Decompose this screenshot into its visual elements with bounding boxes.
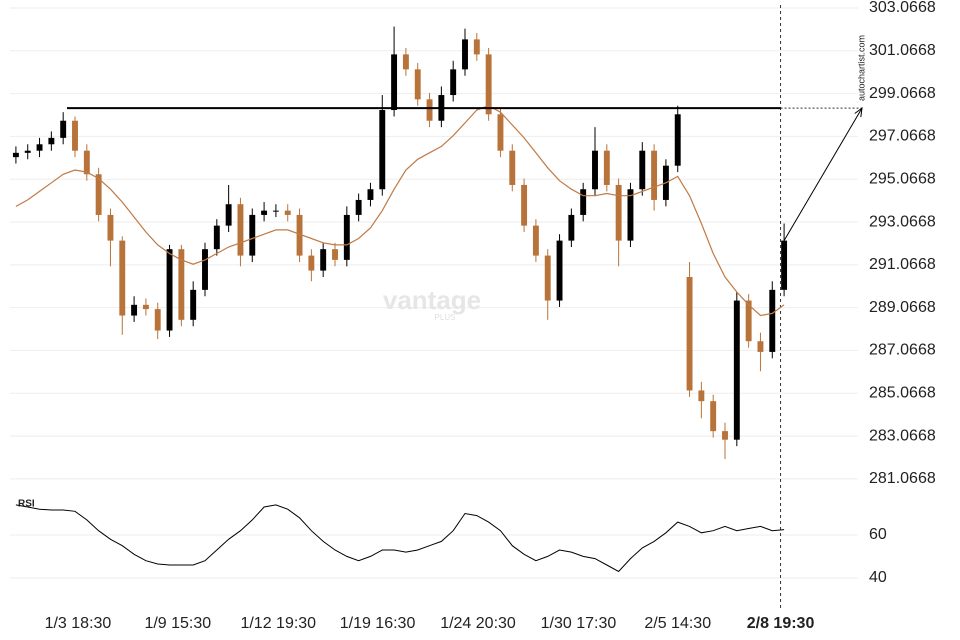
candle-body <box>154 309 161 331</box>
candle-body <box>142 304 149 310</box>
x-tick-label: 2/5 14:30 <box>644 615 711 632</box>
candle-body <box>332 249 338 260</box>
rsi-line <box>15 504 785 573</box>
candle-body <box>261 210 268 215</box>
watermark-sub: PLUS <box>435 313 456 322</box>
candle-body <box>308 255 315 271</box>
candle-body <box>568 214 575 241</box>
forecast-arrow-head <box>854 106 863 118</box>
candle-body <box>225 204 232 226</box>
candle-body <box>402 54 409 70</box>
candle-body <box>462 39 468 70</box>
y-tick-label: 291.0668 <box>869 256 936 273</box>
candle-body <box>733 300 740 440</box>
candle-body <box>296 214 303 256</box>
candle-body <box>615 184 622 241</box>
y-tick-label: 283.0668 <box>869 427 936 444</box>
y-tick-label: 301.0668 <box>869 42 936 59</box>
candle-body <box>190 289 197 320</box>
candle-body <box>544 255 551 301</box>
candle-body <box>497 114 504 151</box>
candle-body <box>757 341 764 352</box>
watermark: vantage <box>383 285 481 315</box>
moving-average <box>15 105 785 317</box>
x-tick-label: 2/8 19:30 <box>747 615 815 632</box>
candle-body <box>320 249 327 271</box>
candle-body <box>95 174 102 215</box>
candle-body <box>178 249 185 320</box>
candle-body <box>107 214 114 241</box>
candle-body <box>521 184 528 226</box>
candle-body <box>426 99 433 121</box>
x-tick-label: 1/9 15:30 <box>144 615 211 632</box>
candle-body <box>119 240 126 316</box>
source-label: autochartist.com <box>856 35 866 101</box>
candle-body <box>355 199 362 215</box>
y-tick-label: 287.0668 <box>869 342 936 359</box>
candle-body <box>391 54 398 111</box>
candle-body <box>710 401 717 432</box>
candle-body <box>131 304 138 316</box>
candle-body <box>509 150 516 185</box>
candle-body <box>83 150 90 175</box>
candle-body <box>651 150 658 200</box>
x-tick-label: 1/24 20:30 <box>440 615 516 632</box>
x-tick-label: 1/30 17:30 <box>541 615 617 632</box>
candle-body <box>48 137 55 145</box>
candle-body <box>24 150 31 153</box>
candle-body <box>473 39 480 55</box>
candle-body <box>627 189 634 241</box>
candle-body <box>367 189 374 200</box>
candle-body <box>769 289 776 352</box>
candle-body <box>343 214 350 260</box>
candle-body <box>12 152 19 158</box>
candle-body <box>36 144 43 151</box>
rsi-tick-label: 60 <box>869 526 887 543</box>
candle-body <box>414 69 421 100</box>
candle-body <box>532 225 539 256</box>
candle-body <box>213 225 220 250</box>
candle-body <box>639 150 646 190</box>
candle-body <box>781 240 788 290</box>
candle-body <box>249 214 256 256</box>
candle-body <box>556 240 563 301</box>
y-tick-label: 299.0668 <box>869 85 936 102</box>
y-tick-label: 289.0668 <box>869 299 936 316</box>
candle-body <box>592 150 598 190</box>
rsi-label: RSI <box>18 499 35 510</box>
candle-body <box>698 390 705 402</box>
candle-body <box>603 150 610 185</box>
y-tick-label: 285.0668 <box>869 385 936 402</box>
candle-body <box>686 277 693 391</box>
x-tick-label: 1/12 19:30 <box>240 615 316 632</box>
candle-body <box>450 69 457 96</box>
y-tick-label: 293.0668 <box>869 213 936 230</box>
candle-body <box>674 114 681 166</box>
candle-body <box>166 249 173 331</box>
candle-body <box>237 204 244 256</box>
candle-body <box>745 300 752 342</box>
rsi-tick-label: 40 <box>869 569 887 586</box>
x-tick-label: 1/19 16:30 <box>340 615 416 632</box>
candle-body <box>202 249 208 290</box>
x-tick-label: 1/3 18:30 <box>45 615 112 632</box>
forecast-arrow <box>783 107 863 241</box>
y-tick-label: 297.0668 <box>869 128 936 145</box>
candle-body <box>722 431 728 440</box>
y-tick-label: 281.0668 <box>869 470 936 487</box>
candle-body <box>272 210 279 212</box>
candle-body <box>72 120 78 151</box>
candle-body <box>60 120 67 138</box>
y-tick-label: 295.0668 <box>869 170 936 187</box>
candle-body <box>485 54 492 115</box>
candle-body <box>580 189 587 215</box>
y-tick-label: 303.0668 <box>869 0 936 16</box>
candle-body <box>284 210 291 215</box>
candle-body <box>379 110 386 190</box>
